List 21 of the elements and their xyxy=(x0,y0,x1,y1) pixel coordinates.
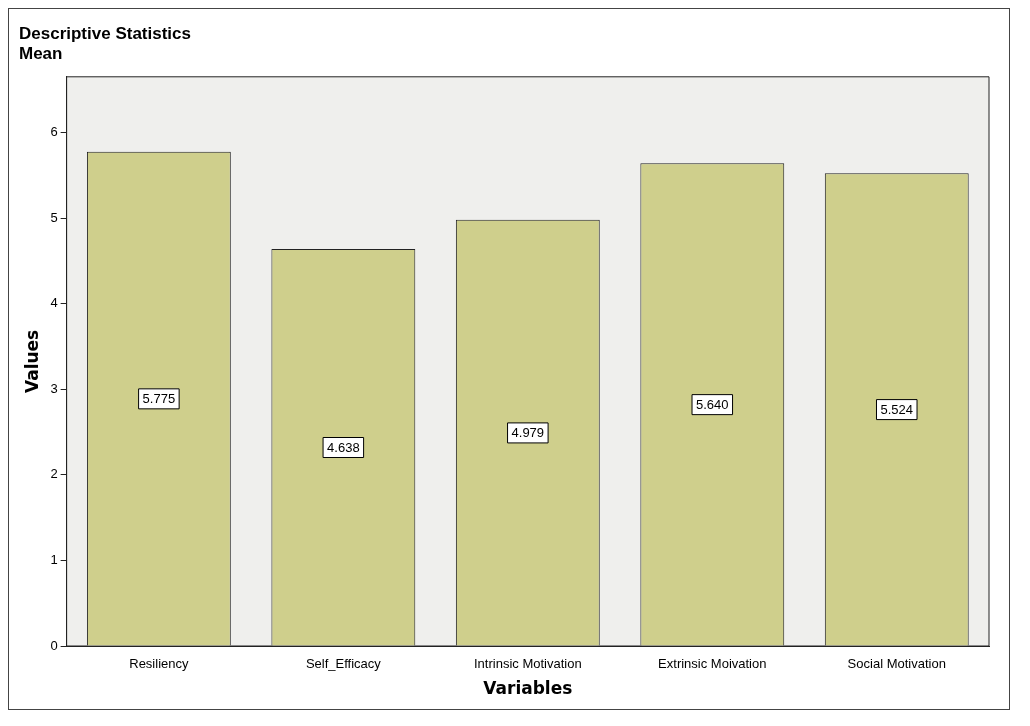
data-label: 4.979 xyxy=(511,425,545,441)
chart-title: Descriptive Statistics xyxy=(19,23,191,43)
y-tick-label: 1 xyxy=(50,551,58,567)
x-tick-label: Social Motivation xyxy=(847,656,946,672)
x-axis-title: Variables xyxy=(483,678,573,699)
x-tick-label: Extrinsic Moivation xyxy=(658,656,767,672)
y-tick-label: 6 xyxy=(50,124,58,140)
y-tick-label: 5 xyxy=(50,209,58,225)
y-tick-label: 2 xyxy=(50,466,58,482)
data-label: 4.638 xyxy=(327,440,360,456)
y-axis-title: Values xyxy=(21,329,42,394)
data-label: 5.524 xyxy=(880,402,914,418)
y-tick-label: 4 xyxy=(50,295,58,311)
y-tick-label: 0 xyxy=(50,637,58,653)
x-tick-label: Resiliency xyxy=(129,656,189,672)
chart-subtitle: Mean xyxy=(19,44,63,64)
x-tick-label: Intrinsic Motivation xyxy=(473,656,582,672)
x-tick-label: Self_Efficacy xyxy=(305,656,382,672)
y-tick-label: 3 xyxy=(50,380,58,396)
data-label: 5.775 xyxy=(142,391,176,407)
data-label: 5.640 xyxy=(696,397,729,413)
